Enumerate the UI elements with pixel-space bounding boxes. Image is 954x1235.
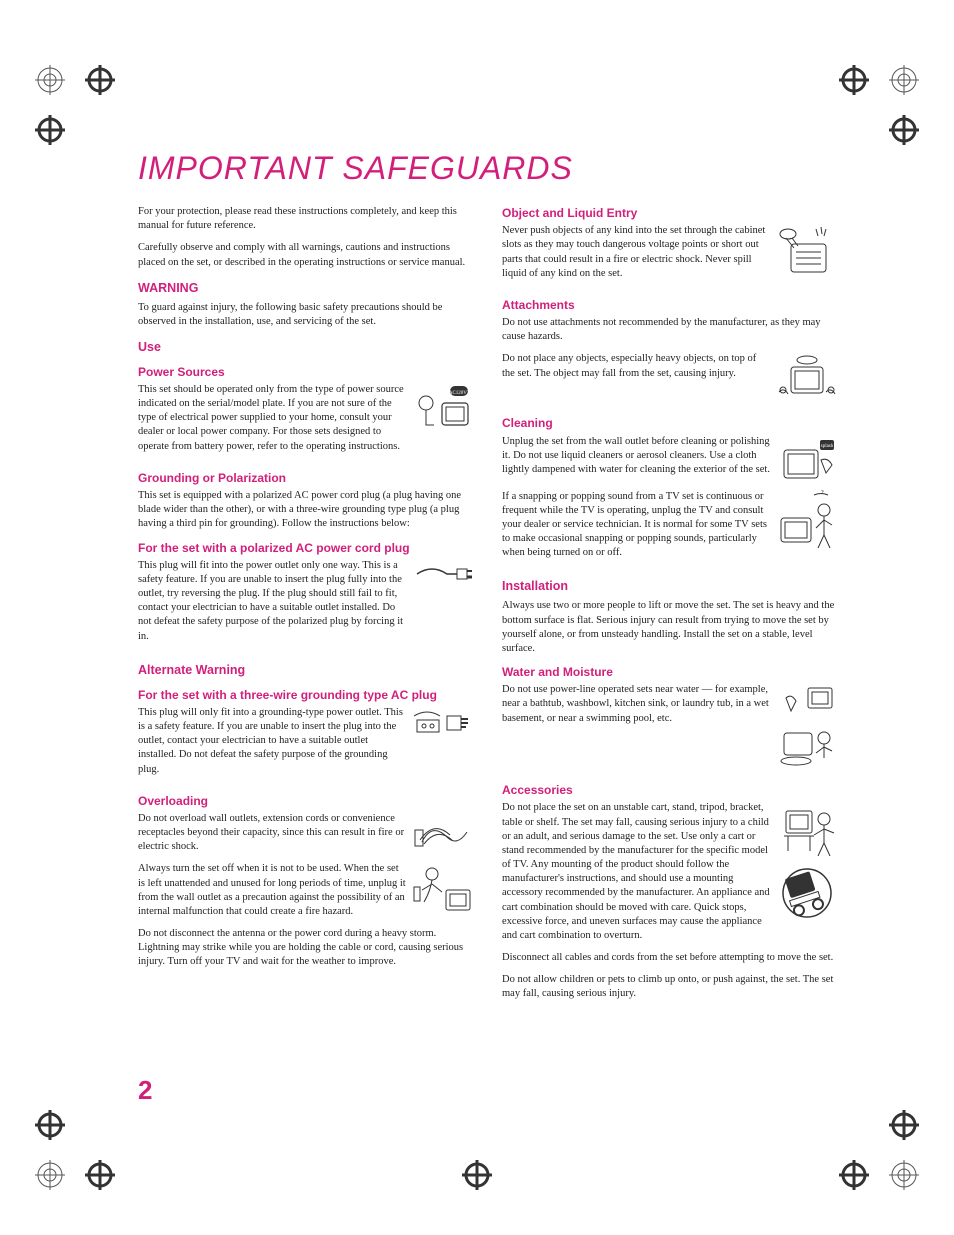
crop-mark-icon — [839, 65, 869, 95]
plug-illustration-icon — [412, 559, 474, 589]
power-illustration-icon: AC120V? — [412, 383, 474, 438]
crop-mark-icon — [889, 115, 919, 145]
grounding-text: This set is equipped with a polarized AC… — [138, 489, 474, 532]
crop-mark-icon — [85, 65, 115, 95]
crop-mark-icon — [35, 1160, 65, 1190]
sub-heading-polarized: For the set with a polarized AC power co… — [138, 540, 474, 556]
intro-paragraph: For your protection, please read these i… — [138, 205, 474, 233]
liquid-entry-illustration-icon — [776, 224, 838, 279]
tipping-cart-illustration-icon — [776, 865, 838, 920]
attachments-illustration-icon — [776, 352, 838, 407]
crop-mark-icon — [35, 115, 65, 145]
section-heading-alternate: Alternate Warning — [138, 662, 474, 679]
section-heading-use: Use — [138, 339, 474, 356]
cart-illustration-icon — [776, 801, 838, 861]
svg-text:splash: splash — [821, 444, 834, 449]
water-illustration-icon — [776, 683, 838, 768]
sub-heading-accessories: Accessories — [502, 782, 838, 798]
accessories-text-3: Do not allow children or pets to climb u… — [502, 973, 838, 1001]
object-entry-text: Never push objects of any kind into the … — [502, 224, 770, 281]
right-column: Object and Liquid Entry Never push objec… — [502, 205, 838, 1010]
crop-mark-icon — [889, 65, 919, 95]
page-content: IMPORTANT SAFEGUARDS For your protection… — [138, 150, 838, 1010]
accessories-text-1: Do not place the set on an unstable cart… — [502, 801, 770, 943]
power-sources-text: This set should be operated only from th… — [138, 383, 406, 454]
overload-text-2: Always turn the set off when it is not t… — [138, 862, 406, 919]
overload-illustration-icon — [412, 812, 474, 857]
cleaning-text-1: Unplug the set from the wall outlet befo… — [502, 435, 770, 478]
section-heading-warning: WARNING — [138, 280, 474, 297]
crop-mark-icon — [35, 1110, 65, 1140]
crop-mark-icon — [35, 65, 65, 95]
attachments-text-2: Do not place any objects, especially hea… — [502, 352, 770, 380]
sub-heading-grounding: Grounding or Polarization — [138, 470, 474, 486]
warning-text: To guard against injury, the following b… — [138, 301, 474, 329]
attachments-text-1: Do not use attachments not recommended b… — [502, 316, 838, 344]
sub-heading-attachments: Attachments — [502, 297, 838, 313]
section-heading-installation: Installation — [502, 578, 838, 595]
unplug-illustration-icon — [412, 862, 474, 917]
page-title: IMPORTANT SAFEGUARDS — [138, 150, 838, 187]
cleaning-text-2: If a snapping or popping sound from a TV… — [502, 490, 770, 561]
overload-text-1: Do not overload wall outlets, extension … — [138, 812, 406, 855]
sub-heading-overloading: Overloading — [138, 793, 474, 809]
svg-text:AC120V?: AC120V? — [449, 391, 470, 396]
accessories-text-2: Disconnect all cables and cords from the… — [502, 951, 838, 965]
crop-mark-icon — [889, 1160, 919, 1190]
crop-mark-icon — [889, 1110, 919, 1140]
crop-mark-icon — [462, 1160, 492, 1190]
installation-text: Always use two or more people to lift or… — [502, 599, 838, 656]
sub-heading-power: Power Sources — [138, 364, 474, 380]
left-column: For your protection, please read these i… — [138, 205, 474, 1010]
polarized-text: This plug will fit into the power outlet… — [138, 559, 406, 644]
svg-text:?: ? — [821, 490, 824, 496]
cleaning-illustration-icon: splash — [776, 435, 838, 490]
threewire-text: This plug will only fit into a grounding… — [138, 706, 406, 777]
intro-paragraph: Carefully observe and comply with all wa… — [138, 241, 474, 269]
two-column-layout: For your protection, please read these i… — [138, 205, 838, 1010]
snapping-illustration-icon: ? — [776, 490, 838, 555]
sub-heading-threewire: For the set with a three-wire grounding … — [138, 687, 474, 703]
sub-heading-cleaning: Cleaning — [502, 415, 838, 431]
crop-mark-icon — [839, 1160, 869, 1190]
sub-heading-water: Water and Moisture — [502, 664, 838, 680]
grounding-plug-illustration-icon — [412, 706, 474, 738]
sub-heading-object: Object and Liquid Entry — [502, 205, 838, 221]
water-text: Do not use power-line operated sets near… — [502, 683, 770, 726]
crop-mark-icon — [85, 1160, 115, 1190]
page-number: 2 — [138, 1075, 152, 1106]
overload-text-3: Do not disconnect the antenna or the pow… — [138, 927, 474, 970]
